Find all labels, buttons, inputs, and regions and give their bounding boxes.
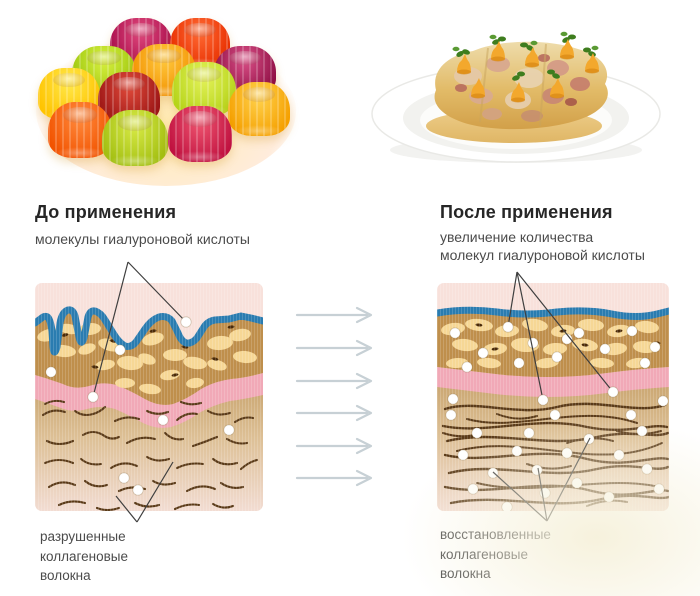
before-skin-diagram-svg [35, 283, 263, 511]
after-skin-diagram [437, 283, 669, 511]
before-subtitle: молекулы гиалуроновой кислоты [35, 231, 250, 247]
broken-collagen-fibers [41, 399, 259, 511]
aspic-dish [426, 31, 608, 143]
arrow-right-icon [295, 437, 373, 455]
jelly-candy [102, 110, 168, 168]
after-title: После применения [440, 202, 613, 222]
after-caption: восстановленные коллагеновые волокна [440, 525, 551, 584]
arrow-right-icon [295, 306, 373, 324]
arrow-right-icon [295, 404, 373, 422]
before-caption: разрушенные коллагеновые волокна [40, 527, 128, 586]
after-subtitle: увеличение количества молекул гиалуронов… [440, 228, 645, 264]
after-subtitle-line-2: молекул гиалуроновой кислоты [440, 247, 645, 263]
aspic-plate-photo [371, 31, 661, 163]
after-subtitle-line-1: увеличение количества [440, 229, 594, 245]
before-caption-line-1: разрушенные [40, 529, 126, 544]
arrow-right-icon [295, 469, 373, 487]
parsley-garnish [452, 31, 599, 81]
jelly-candy [228, 82, 290, 138]
before-title: До применения [35, 202, 177, 222]
before-caption-line-2: коллагеновые [40, 548, 129, 564]
after-skin-diagram-svg [437, 283, 669, 511]
after-caption-line-1: восстановленные [440, 527, 551, 542]
jelly-candy [168, 106, 232, 164]
before-skin-diagram [35, 283, 263, 511]
after-caption-line-3: волокна [440, 566, 491, 581]
basal-layer [35, 373, 263, 428]
jelly-candy [48, 102, 112, 160]
arrow-right-icon [295, 372, 373, 390]
mustard-dollops [457, 39, 599, 103]
before-caption-line-3: волокна [40, 568, 91, 583]
arrow-right-icon [295, 339, 373, 357]
jelly-candies-photo [26, 6, 308, 196]
after-caption-line-2: коллагеновые [440, 546, 529, 562]
transition-arrows [295, 306, 373, 487]
